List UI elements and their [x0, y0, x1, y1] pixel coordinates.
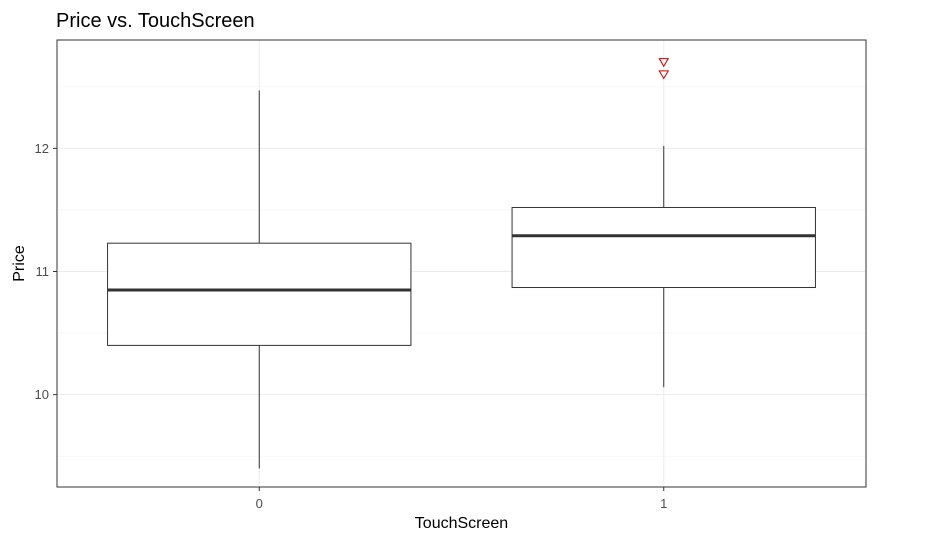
plot-panel-border: [56, 39, 867, 488]
y-axis: 10 11 12: [35, 141, 57, 402]
box-iqr: [511, 206, 816, 289]
x-axis-title: TouchScreen: [415, 515, 508, 532]
y-tick-label: 11: [36, 264, 50, 279]
box-0: [107, 90, 412, 469]
x-tick-label: 0: [256, 496, 263, 511]
x-tick-label: 1: [660, 496, 667, 511]
box-iqr: [107, 242, 412, 346]
box-series: [107, 58, 816, 469]
y-tick-label: 12: [35, 141, 49, 156]
outlier-point: [658, 70, 670, 80]
y-tick-label: 10: [35, 387, 49, 402]
box-1: [511, 58, 816, 388]
chart-title: Price vs. TouchScreen: [56, 10, 255, 32]
outlier-point: [658, 58, 670, 68]
y-axis-title: Price: [11, 245, 28, 282]
